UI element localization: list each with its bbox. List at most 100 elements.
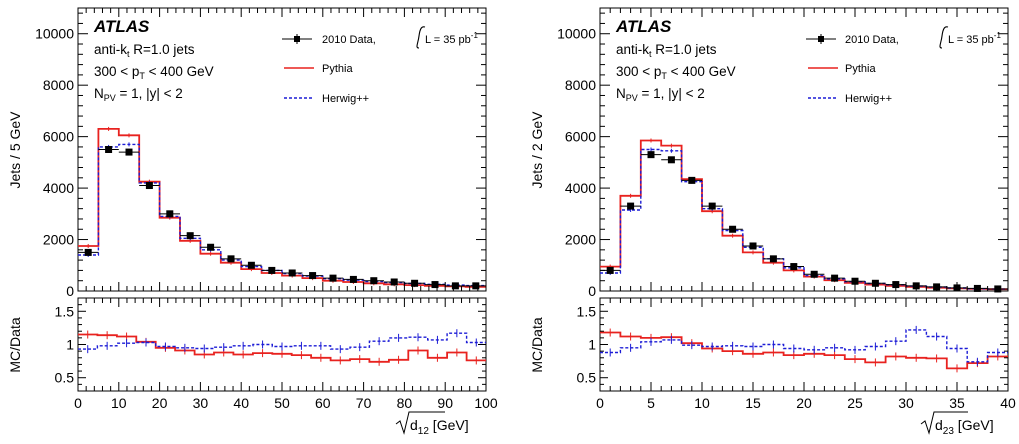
y-tick-label: 4000 [43,180,74,196]
x-axis-var-sub: 23 [943,426,955,437]
y-tick-label: 8000 [43,77,74,93]
axis-ticks: 0 5 10 15 20 25 30 35 40 0 2000 4000 6000 8000 10000 0.… [557,8,1016,411]
data-point [390,278,398,286]
data-point [708,202,716,210]
x-axis-var: d [410,417,418,433]
data-point [749,242,757,250]
legend-data-label: 2010 Data, [845,34,899,46]
ratio-plot-frame [599,297,1009,392]
data-point [186,232,194,240]
x-axis-var: d [935,417,943,433]
legend-herwig-label: Herwig++ [322,93,369,105]
y-tick-label: 2000 [43,232,74,248]
y-tick-label: 8000 [565,77,596,93]
info-line-3: NPV = 1, |y| < 2 [94,86,183,103]
x-tick-label: 10 [111,395,127,411]
main-histograms [600,138,1008,291]
axis-ticks: 0 10 20 30 40 50 60 70 80 90 100 0 2000 4000 6000 8000 1… [35,8,498,411]
ratio-y-axis-title: MC/Data [7,317,23,372]
herwig-ratio [78,332,486,350]
y-axis-title: Jets / 5 GeV [7,111,23,189]
x-tick-label: 30 [898,395,914,411]
y-tick-label: 6000 [565,129,596,145]
data-point [84,248,92,256]
integral-sign [939,26,949,49]
y-tick-label: 6000 [43,129,74,145]
legend-data-marker [282,34,312,44]
y-tick-label: 2000 [565,232,596,248]
sqrt-sign [920,411,968,435]
data-point [145,182,153,190]
data-point [247,261,255,269]
data-point [871,279,879,287]
data-point [349,275,357,283]
legend: 2010 Data, L = 35 pb-1 Pythia Herwig++ [806,26,1001,105]
ratio-y-tick-label: 0.5 [577,370,597,386]
data-point [831,274,839,282]
panel-d23: 0 5 10 15 20 25 30 35 40 0 2000 4000 6000 8000 10000 0.… [529,7,1016,437]
x-tick-label: 100 [474,395,498,411]
data-point [769,255,777,263]
herwig-histogram [78,143,486,287]
data-point [606,266,614,274]
panel-d12: 0 10 20 30 40 50 60 70 80 90 100 0 2000 4000 6000 8000 1… [7,7,498,437]
data-point [268,266,276,274]
data-point [688,176,696,184]
herwig-ratio [600,329,1008,363]
data-point [125,148,133,156]
ratio-y-tick-label: 1 [66,337,74,353]
data-point [370,277,378,285]
data-point [912,282,920,290]
data-point [288,269,296,277]
data-point [431,281,439,289]
y-tick-label: 4000 [565,180,596,196]
data-point [627,202,635,210]
data-point [472,282,480,290]
legend-pythia-label: Pythia [845,63,876,75]
data-point [647,151,655,159]
x-tick-label: 80 [397,395,413,411]
x-tick-label: 0 [74,395,82,411]
x-tick-label: 90 [437,395,453,411]
data-point [309,272,317,280]
x-tick-label: 40 [1000,395,1016,411]
y-tick-label: 10000 [35,26,74,42]
x-tick-label: 0 [596,395,604,411]
ratio-y-tick-label: 0.5 [55,370,75,386]
data-point [790,263,798,271]
x-tick-label: 35 [949,395,965,411]
ratio-y-tick-label: 1 [588,337,596,353]
x-tick-label: 25 [847,395,863,411]
data-point [451,282,459,290]
ratio-y-tick-label: 1.5 [55,303,75,319]
y-tick-label: 10000 [557,26,596,42]
data-point [851,277,859,285]
x-tick-label: 70 [356,395,372,411]
y-tick-label: 0 [66,283,74,299]
legend: 2010 Data, L = 35 pb-1 Pythia Herwig++ [282,26,478,105]
integral-sign [416,26,426,49]
info-line-1: anti-kt R=1.0 jets [94,42,195,59]
x-axis-var-sub: 12 [418,426,430,437]
main-histograms [78,126,486,289]
x-axis-title: d12 [GeV] [395,411,469,437]
legend-data-label: 2010 Data, [322,34,376,46]
x-tick-label: 10 [694,395,710,411]
x-tick-label: 20 [152,395,168,411]
data-point [729,225,737,233]
svg-text:d12 [GeV]: d12 [GeV] [410,417,469,437]
x-axis-unit: [GeV] [954,417,994,433]
info-line-2: 300 < pT < 400 GeV [94,64,214,81]
y-tick-label: 0 [588,283,596,299]
data-point [667,156,675,164]
data-point [411,279,419,287]
data-point [166,210,174,218]
x-tick-label: 50 [274,395,290,411]
ratio-y-tick-label: 1.5 [577,303,597,319]
atlas-label: ATLAS [93,17,150,36]
x-axis-title: d23 [GeV] [920,411,994,437]
legend-lumi-label: L = 35 pb-1 [948,31,1001,46]
legend-data-marker [806,34,836,44]
herwig-histogram [600,148,1008,290]
